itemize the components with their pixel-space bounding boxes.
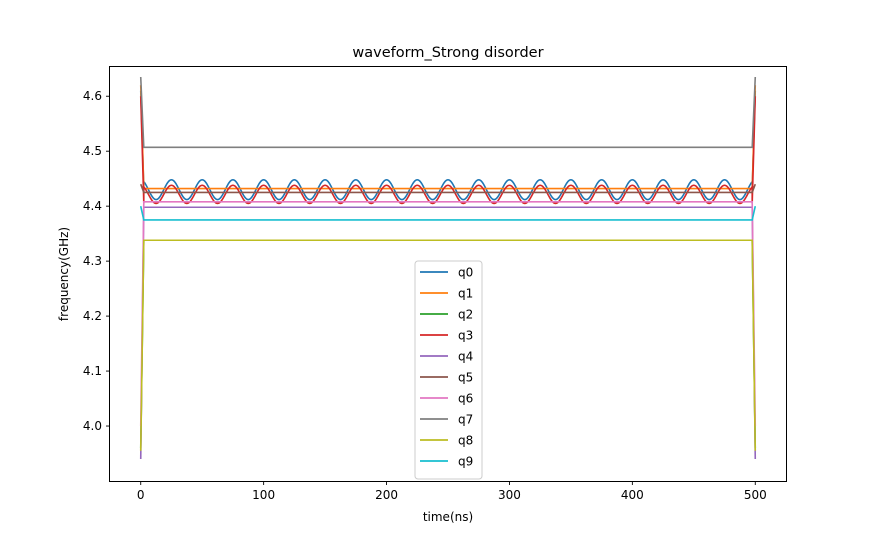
legend-label-q6: q6 <box>458 392 473 406</box>
x-tick-label: 400 <box>621 488 644 502</box>
x-axis-label: time(ns) <box>423 510 473 524</box>
legend-label-q9: q9 <box>458 455 473 469</box>
legend: q0 q1 q2 q3 q4 q5 q6 q7 q8 q9 <box>414 260 483 480</box>
y-tick-label: 4.1 <box>83 364 102 378</box>
legend-box <box>414 260 483 480</box>
legend-label-q2: q2 <box>458 308 473 322</box>
series-line-q8 <box>139 239 757 451</box>
x-tick-label: 500 <box>744 488 767 502</box>
y-tick-label: 4.4 <box>83 199 102 213</box>
x-tick-label: 0 <box>137 488 145 502</box>
x-axis-ticks: 0 100 200 300 400 500 <box>137 481 767 502</box>
series-line-q3 <box>139 96 757 205</box>
y-tick-label: 4.6 <box>83 89 102 103</box>
legend-label-q3: q3 <box>458 329 473 343</box>
axes-frame <box>109 66 787 482</box>
x-tick-label: 200 <box>375 488 398 502</box>
chart-title: waveform_Strong disorder <box>352 45 543 61</box>
series-line-q5 <box>139 183 757 194</box>
legend-label-q1: q1 <box>458 287 473 301</box>
series-line-q1 <box>139 85 757 190</box>
y-axis-label: frequency(GHz) <box>57 227 71 321</box>
legend-label-q0: q0 <box>458 266 473 280</box>
legend-label-q8: q8 <box>458 434 473 448</box>
series-line-q7 <box>139 76 757 149</box>
y-tick-label: 4.0 <box>83 419 102 433</box>
y-axis-ticks: 4.0 4.1 4.2 4.3 4.4 4.5 4.6 <box>83 89 110 433</box>
y-tick-label: 4.5 <box>83 144 102 158</box>
legend-label-q4: q4 <box>458 350 473 364</box>
series-line-q9 <box>139 205 757 221</box>
series-layer <box>139 76 757 460</box>
series-line-q0 <box>139 90 757 201</box>
y-tick-label: 4.2 <box>83 309 102 323</box>
legend-label-q7: q7 <box>458 413 473 427</box>
y-tick-label: 4.3 <box>83 254 102 268</box>
x-tick-label: 300 <box>498 488 521 502</box>
legend-label-q5: q5 <box>458 371 473 385</box>
x-tick-label: 100 <box>252 488 275 502</box>
